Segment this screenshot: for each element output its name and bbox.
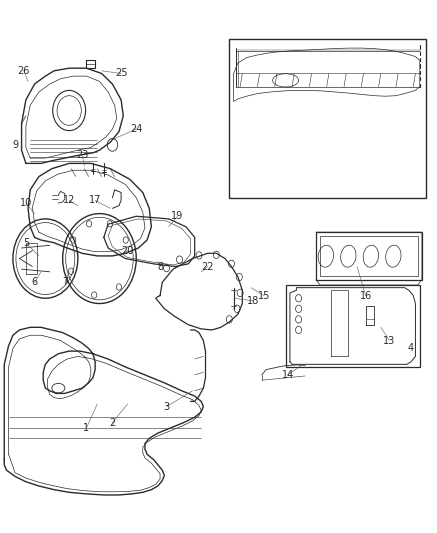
Text: 15: 15 xyxy=(258,290,270,301)
Text: 22: 22 xyxy=(201,262,214,271)
Text: 20: 20 xyxy=(121,246,134,256)
Text: 17: 17 xyxy=(89,196,101,205)
Text: 16: 16 xyxy=(360,290,372,301)
Text: 5: 5 xyxy=(23,238,29,248)
Text: 24: 24 xyxy=(130,124,142,134)
Bar xyxy=(320,236,418,276)
Bar xyxy=(316,232,422,280)
Text: 26: 26 xyxy=(17,66,30,76)
Text: 7: 7 xyxy=(62,277,68,287)
Text: 13: 13 xyxy=(383,336,395,345)
Text: 3: 3 xyxy=(163,402,170,411)
Bar xyxy=(286,285,420,367)
Text: 9: 9 xyxy=(12,140,18,150)
Text: 4: 4 xyxy=(408,343,414,353)
Text: 12: 12 xyxy=(63,196,75,205)
Text: 8: 8 xyxy=(157,262,163,271)
Text: 18: 18 xyxy=(247,296,259,306)
Text: 19: 19 xyxy=(171,211,184,221)
Text: 10: 10 xyxy=(20,198,32,208)
Text: 2: 2 xyxy=(109,417,115,427)
Text: 1: 1 xyxy=(83,423,90,433)
Text: 25: 25 xyxy=(115,68,127,78)
Text: 14: 14 xyxy=(281,370,294,380)
Text: 6: 6 xyxy=(31,277,38,287)
Text: 23: 23 xyxy=(76,150,88,160)
Bar xyxy=(229,39,426,198)
